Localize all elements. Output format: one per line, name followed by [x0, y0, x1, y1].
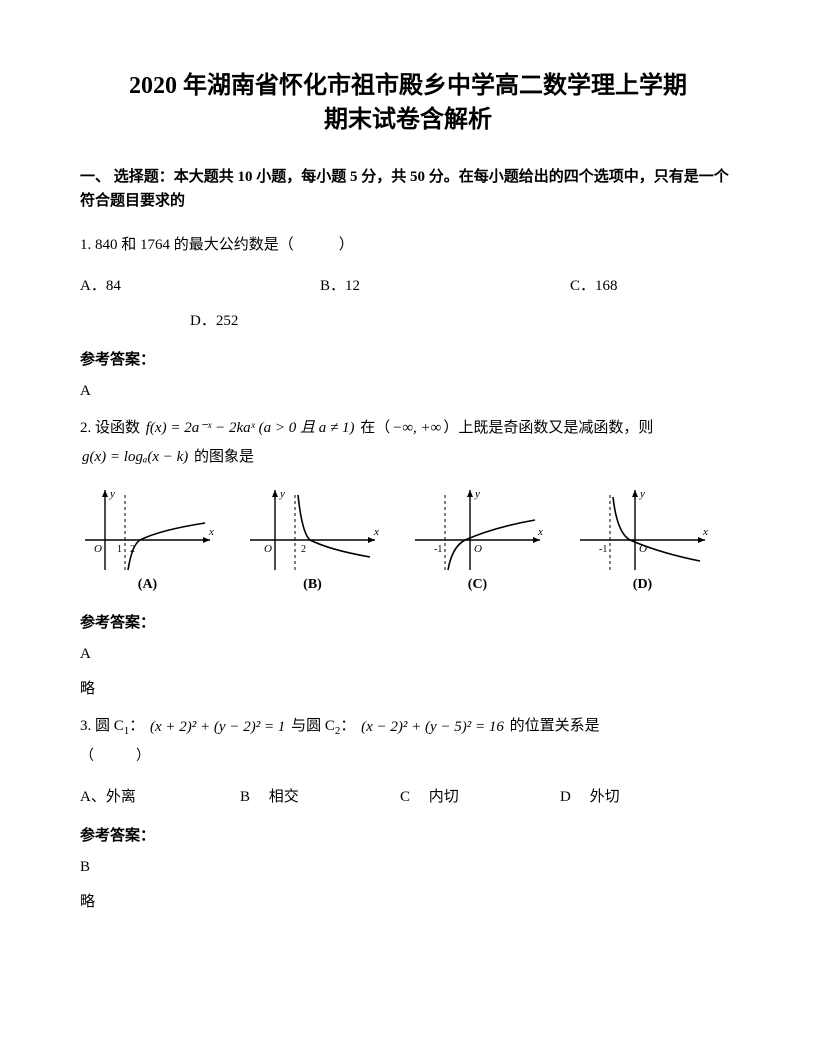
- q2-formula-f: f(x) = 2a⁻ˣ − 2kaˣ (a > 0 且 a ≠ 1): [144, 414, 357, 443]
- q2-answer: A: [80, 646, 736, 663]
- svg-text:O: O: [264, 543, 272, 555]
- q3-brief: 略: [80, 890, 736, 911]
- svg-text:2: 2: [301, 544, 306, 555]
- q2-suffix: 的图象是: [194, 449, 254, 465]
- svg-text:x: x: [537, 526, 543, 538]
- graph-b-label: (B): [245, 577, 380, 593]
- q1-stem: 1. 840 和 1764 的最大公约数是（ ）: [80, 231, 736, 260]
- section-intro: 一、 选择题：本大题共 10 小题，每小题 5 分，共 50 分。在每小题给出的…: [80, 165, 736, 213]
- graph-a-label: (A): [80, 577, 215, 593]
- q3-opt-d: D 外切: [560, 785, 720, 806]
- q1-answer-label: 参考答案：: [80, 348, 736, 369]
- q2-brief: 略: [80, 677, 736, 698]
- q3-opt-b: B 相交: [240, 785, 400, 806]
- q1-options: A．84 B．12 C．168 D．252: [80, 274, 736, 330]
- q3-opt-c: C 内切: [400, 785, 560, 806]
- q1-opt-d: D．252: [190, 313, 238, 329]
- graph-a-svg: O x y 1 2: [80, 485, 215, 575]
- graph-b: O x y 2 (B): [245, 485, 380, 593]
- q2-mid1: 在（: [360, 420, 390, 436]
- q1-answer: A: [80, 383, 736, 400]
- svg-text:y: y: [639, 488, 645, 500]
- svg-text:y: y: [474, 488, 480, 500]
- q2-graphs: O x y 1 2 (A) O x y 2: [80, 485, 736, 593]
- q3-opt-a: A、外离: [80, 785, 240, 806]
- svg-text:x: x: [373, 526, 379, 538]
- q3-suffix: 的位置关系是: [510, 718, 600, 734]
- q3-answer-label: 参考答案：: [80, 824, 736, 845]
- svg-text:x: x: [702, 526, 708, 538]
- q3-paren: （ ）: [80, 749, 150, 764]
- q3-eq2: (x − 2)² + (y − 5)² = 16: [359, 713, 506, 742]
- page-title: 2020 年湖南省怀化市祖市殿乡中学高二数学理上学期 期末试卷含解析: [80, 70, 736, 137]
- q3-prefix: 3. 圆 C: [80, 718, 124, 734]
- q1-opt-b: B．12: [320, 274, 570, 295]
- svg-text:1: 1: [117, 544, 122, 555]
- svg-text:x: x: [208, 526, 214, 538]
- graph-c-label: (C): [410, 577, 545, 593]
- graph-c: O x y -1 (C): [410, 485, 545, 593]
- q3-colon2: ：: [340, 718, 355, 734]
- graph-c-svg: O x y -1: [410, 485, 545, 575]
- svg-text:-1: -1: [599, 544, 607, 555]
- graph-d-label: (D): [575, 577, 710, 593]
- q2-interval: −∞, +∞: [390, 414, 443, 443]
- q2-mid2: ）上既是奇函数又是减函数，则: [443, 420, 653, 436]
- graph-d: O x y -1 (D): [575, 485, 710, 593]
- q3-answer: B: [80, 859, 736, 876]
- q3-eq1: (x + 2)² + (y − 2)² = 1: [148, 713, 287, 742]
- graph-d-svg: O x y -1: [575, 485, 710, 575]
- q3-stem: 3. 圆 C1： (x + 2)² + (y − 2)² = 1 与圆 C2： …: [80, 712, 736, 770]
- q3-colon1: ：: [129, 718, 144, 734]
- exam-page: 2020 年湖南省怀化市祖市殿乡中学高二数学理上学期 期末试卷含解析 一、 选择…: [0, 0, 816, 965]
- q2-formula-g: g(x) = logₐ(x − k): [80, 443, 190, 472]
- q3-mid: 与圆 C: [291, 718, 335, 734]
- q2-answer-label: 参考答案：: [80, 611, 736, 632]
- svg-text:-1: -1: [434, 544, 442, 555]
- svg-text:O: O: [474, 543, 482, 555]
- q3-options: A、外离 B 相交 C 内切 D 外切: [80, 785, 736, 806]
- title-line-1: 2020 年湖南省怀化市祖市殿乡中学高二数学理上学期: [129, 73, 687, 99]
- q1-opt-c: C．168: [570, 274, 618, 295]
- q1-opt-a: A．84: [80, 274, 320, 295]
- graph-b-svg: O x y 2: [245, 485, 380, 575]
- q2-prefix: 2. 设函数: [80, 420, 140, 436]
- svg-text:y: y: [279, 488, 285, 500]
- svg-text:y: y: [109, 488, 115, 500]
- q2-stem: 2. 设函数 f(x) = 2a⁻ˣ − 2kaˣ (a > 0 且 a ≠ 1…: [80, 414, 736, 472]
- title-line-2: 期末试卷含解析: [324, 107, 492, 133]
- graph-a: O x y 1 2 (A): [80, 485, 215, 593]
- svg-text:O: O: [94, 543, 102, 555]
